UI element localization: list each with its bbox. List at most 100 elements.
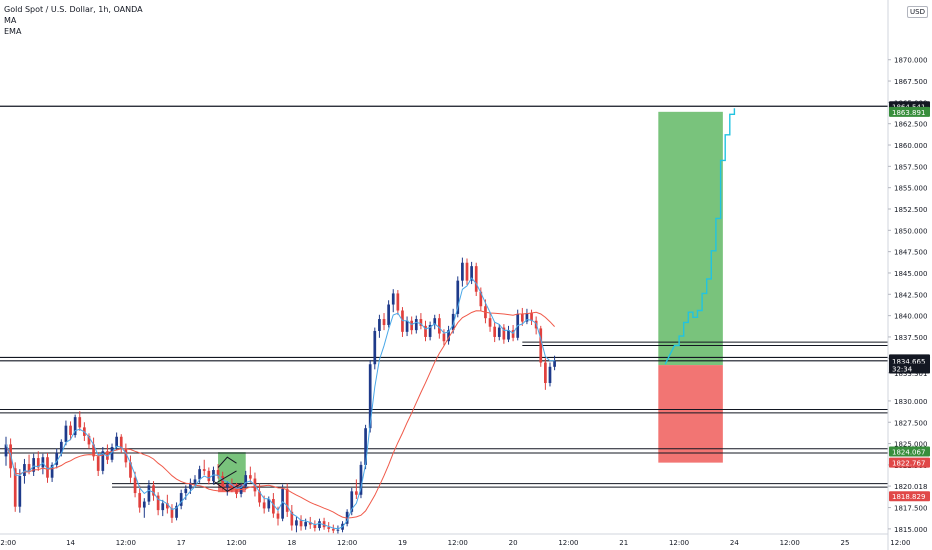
candle-body — [465, 262, 469, 281]
candle-body — [410, 320, 414, 331]
price-tick-label: 1830.000 — [894, 398, 927, 406]
candle-body — [129, 462, 132, 478]
price-label-text: 1824.067 — [892, 449, 925, 457]
candle-body — [235, 488, 238, 494]
time-tick-label: 12:00 — [669, 539, 689, 547]
candle-body — [147, 485, 151, 502]
candle-body — [290, 511, 294, 526]
time-tick-label: 19 — [398, 539, 407, 547]
pattern-drawing — [213, 456, 242, 492]
candle-body — [553, 360, 556, 367]
candle-body — [355, 491, 358, 495]
candle-body — [391, 293, 395, 305]
candle-body — [474, 266, 478, 292]
candle-body — [189, 482, 192, 489]
candle-body — [548, 366, 552, 384]
ma-line — [5, 310, 555, 519]
candle-body — [36, 458, 40, 468]
candle-body — [216, 470, 220, 476]
candle-body — [55, 452, 59, 465]
candle-body — [179, 493, 183, 506]
time-tick-label: 12:00 — [0, 539, 16, 547]
candle-body — [244, 475, 248, 487]
horizontal-levels[interactable] — [0, 105, 888, 488]
candle-body — [281, 488, 284, 519]
indicator-lines — [5, 108, 736, 530]
price-tick-label: 1825.000 — [894, 441, 927, 449]
position-zones — [218, 111, 723, 493]
candle-body — [221, 475, 225, 488]
candle-body — [387, 304, 390, 326]
candle-body — [133, 477, 137, 494]
candle-body — [456, 280, 460, 314]
price-label-text: 1863.891 — [892, 109, 925, 117]
price-tick-label: 1870.000 — [894, 57, 927, 65]
price-axis[interactable]: 1815.0001817.5001820.0181822.5001825.000… — [887, 0, 930, 550]
candle-body — [428, 325, 432, 337]
price-tick-label: 1817.500 — [894, 505, 927, 513]
price-tick-label: 1820.018 — [894, 483, 927, 491]
candle-body — [248, 475, 252, 479]
price-label-box — [889, 457, 930, 468]
candle-body — [350, 491, 354, 512]
candle-body — [170, 508, 174, 518]
price-tick-label: 1862.500 — [894, 121, 927, 129]
candle-body — [202, 469, 206, 471]
price-label-text: 32:34 — [892, 366, 913, 374]
candle-body — [184, 488, 188, 494]
candle-body — [502, 327, 506, 340]
candle-body — [32, 458, 36, 472]
candle-body — [424, 325, 427, 337]
candle-body — [299, 520, 303, 527]
candle-body — [414, 319, 418, 331]
price-label-box — [889, 446, 930, 457]
stop-zone — [658, 365, 723, 463]
candle-body — [373, 330, 377, 365]
candle-body — [507, 330, 510, 340]
price-tick-label: 1842.500 — [894, 291, 927, 299]
price-tick-label: 1827.500 — [894, 419, 927, 427]
currency-button[interactable]: USD — [907, 6, 928, 18]
ema-indicator-label[interactable]: EMA — [4, 27, 22, 36]
candle-body — [230, 484, 234, 489]
candle-body — [419, 319, 423, 326]
candle-body — [276, 513, 280, 519]
candle-body — [295, 520, 298, 526]
candle-body — [156, 495, 160, 511]
price-tick-label: 1850.000 — [894, 227, 927, 235]
candle-body — [46, 457, 49, 478]
candle-body — [405, 320, 409, 332]
symbol-title[interactable]: Gold Spot / U.S. Dollar, 1h, OANDA — [4, 5, 143, 14]
price-tick-label: 1840.000 — [894, 313, 927, 321]
candle-body — [161, 503, 165, 511]
price-tick-label: 1837.500 — [894, 334, 927, 342]
candle-body — [23, 464, 26, 476]
candle-body — [520, 313, 524, 322]
candle-body — [359, 464, 363, 495]
candle-body — [59, 441, 63, 453]
candle-body — [313, 524, 317, 529]
candle-body — [525, 313, 529, 322]
price-tick-label: 1857.500 — [894, 163, 927, 171]
candlesticks — [4, 257, 556, 534]
candle-body — [493, 326, 497, 337]
price-label-text: 1818.829 — [892, 493, 925, 501]
candle-body — [382, 319, 386, 326]
candle-body — [262, 502, 266, 509]
candle-body — [142, 501, 146, 508]
candle-body — [101, 451, 105, 471]
candle-body — [225, 484, 229, 488]
time-tick-label: 12:00 — [780, 539, 800, 547]
pattern-line — [213, 480, 242, 492]
time-axis[interactable]: 12:00 14 12:00 17 12:00 18 12:00 19 12:00 20 12:00… — [0, 533, 932, 547]
candle-body — [166, 503, 169, 509]
ma-indicator-label[interactable]: MA — [4, 16, 17, 25]
price-tick-label: 1815.000 — [894, 526, 927, 534]
time-tick-label: 20 — [509, 539, 518, 547]
candle-body — [442, 333, 446, 342]
candle-body — [207, 470, 211, 482]
price-label-box — [889, 491, 930, 502]
candle-body — [285, 488, 289, 512]
candle-body — [272, 499, 275, 514]
